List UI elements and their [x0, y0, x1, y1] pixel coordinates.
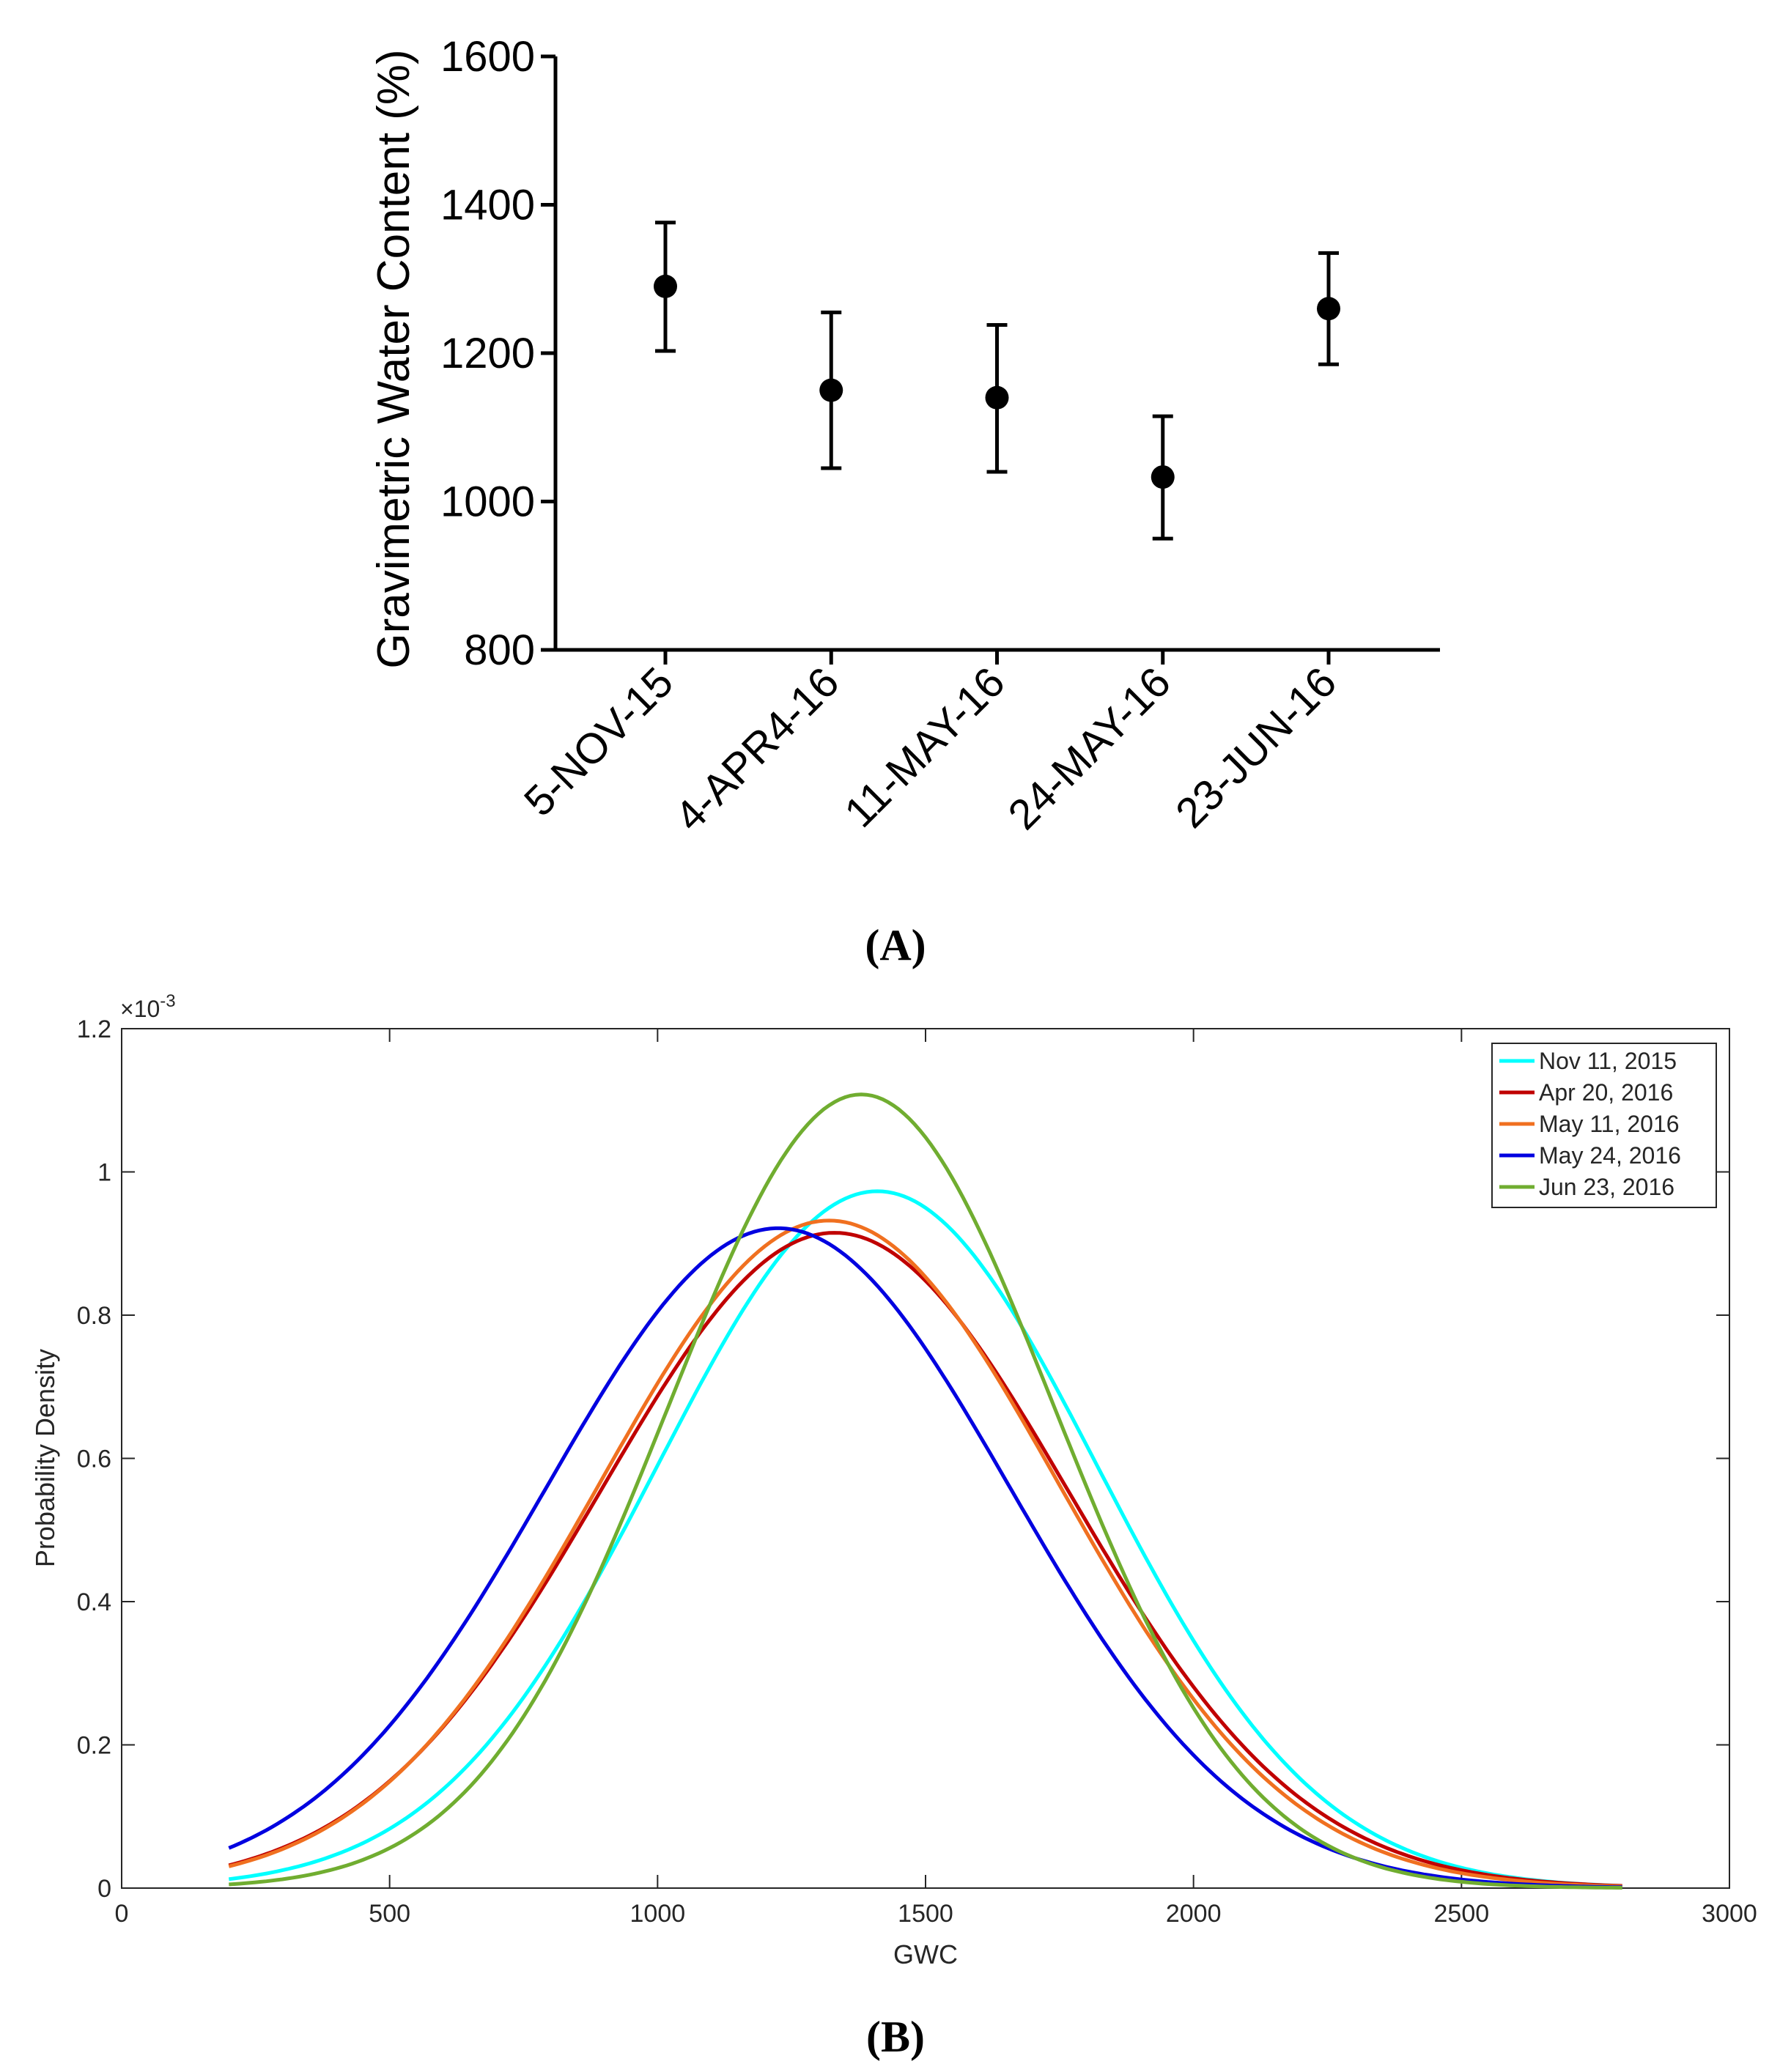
panel-a-y-axis-label: Gravimetric Water Content (%) [369, 49, 419, 668]
panel-b-y-tick-label: 1.2 [77, 1015, 111, 1043]
legend-label: Nov 11, 2015 [1539, 1048, 1677, 1074]
panel-b-y-axis-label: Probability Density [30, 1349, 60, 1567]
series-line [228, 1231, 1622, 1888]
data-marker [985, 385, 1009, 410]
panel-a-data-point [985, 323, 1009, 474]
panel-b-x-tick-label: 1500 [898, 1900, 953, 1928]
panel-b-series-lines [228, 1092, 1622, 1890]
data-marker [819, 378, 843, 402]
panel-b-y-tick-label: 0 [97, 1875, 111, 1903]
series-line [229, 1092, 1622, 1890]
legend-item: Nov 11, 2015 [1499, 1048, 1677, 1074]
data-marker [1317, 297, 1340, 321]
panel-a-y-tick-label: 1600 [440, 33, 535, 81]
panel-b-y-tick-label: 1 [97, 1159, 111, 1187]
panel-a-data-point [819, 310, 843, 470]
panel-a-data-points [654, 221, 1340, 541]
panel-b-y-tick-label: 0.2 [77, 1732, 111, 1760]
panel-a-y-ticks: 800 1000 1200 1400 1600 [440, 33, 555, 674]
panel-b-x-axis-label: GWC [893, 1939, 958, 1969]
panel-b-y-tick-label: 0.4 [77, 1588, 111, 1616]
legend-item: May 11, 2016 [1499, 1111, 1680, 1137]
panel-b-x-tick-label: 3000 [1702, 1900, 1757, 1928]
panel-b-legend: Nov 11, 2015 Apr 20, 2016 May 11, 2016 May … [1491, 1043, 1717, 1208]
panel-a-label: (A) [865, 921, 926, 969]
panel-a-y-tick-label: 1400 [440, 182, 535, 229]
data-marker [654, 274, 677, 298]
panel-a-data-point [1317, 251, 1340, 366]
series-line [228, 1226, 1622, 1890]
panel-b-x-tick-label: 1000 [630, 1900, 686, 1928]
legend-label: May 24, 2016 [1539, 1142, 1681, 1169]
panel-a-x-tick-label: 4-APR4-16 [666, 658, 849, 840]
panel-a-x-ticks: 5-NOV-154-APR4-1611-MAY-1624-MAY-1623-JU… [515, 650, 1345, 840]
legend-item: Jun 23, 2016 [1499, 1174, 1674, 1200]
panel-b-x-tick-label: 2000 [1166, 1900, 1222, 1928]
panel-a-y-tick-label: 1000 [440, 478, 535, 526]
panel-a-x-tick-label: 11-MAY-16 [835, 658, 1014, 837]
series-line [228, 1218, 1622, 1889]
panel-b-y-exponent: ×10-3 [120, 991, 176, 1022]
panel-b-label: (B) [866, 2013, 925, 2061]
panel-a-chart: 800 1000 1200 1400 1600 5-NOV-154-APR4-1611-… [369, 33, 1440, 969]
panel-a-x-tick-label: 23-JUN-16 [1167, 658, 1345, 837]
panel-b-y-tick-label: 0.6 [77, 1446, 111, 1473]
panel-b-x-tick-label: 2500 [1434, 1900, 1490, 1928]
panel-b-chart: 0 0.2 0.4 0.6 0.8 1 1.2 0 500 1000 1500 2000 2500 30… [30, 991, 1757, 2061]
panel-b-y-tick-label: 0.8 [77, 1302, 111, 1330]
panel-a-x-tick-label: 5-NOV-15 [515, 658, 682, 825]
panel-b-x-tick-label: 500 [369, 1900, 410, 1928]
legend-label: Jun 23, 2016 [1539, 1174, 1674, 1200]
legend-item: Apr 20, 2016 [1499, 1079, 1673, 1106]
panel-a-data-point [654, 221, 677, 353]
panel-a-y-tick-label: 1200 [440, 330, 535, 377]
panel-a-y-tick-label: 800 [464, 626, 535, 674]
legend-label: May 11, 2016 [1539, 1111, 1680, 1137]
legend-label: Apr 20, 2016 [1539, 1079, 1673, 1106]
series-line [228, 1189, 1622, 1888]
panel-b-plot-frame [121, 1028, 1730, 1889]
data-marker [1151, 465, 1175, 489]
panel-b-x-ticks: 0 500 1000 1500 2000 2500 3000 [115, 1029, 1757, 1928]
legend-item: May 24, 2016 [1499, 1142, 1681, 1169]
panel-b-y-ticks: 0 0.2 0.4 0.6 0.8 1 1.2 [77, 1015, 1729, 1903]
panel-a-x-tick-label: 24-MAY-16 [999, 658, 1180, 839]
panel-b-x-tick-label: 0 [115, 1900, 129, 1928]
panel-a-data-point [1151, 414, 1175, 541]
